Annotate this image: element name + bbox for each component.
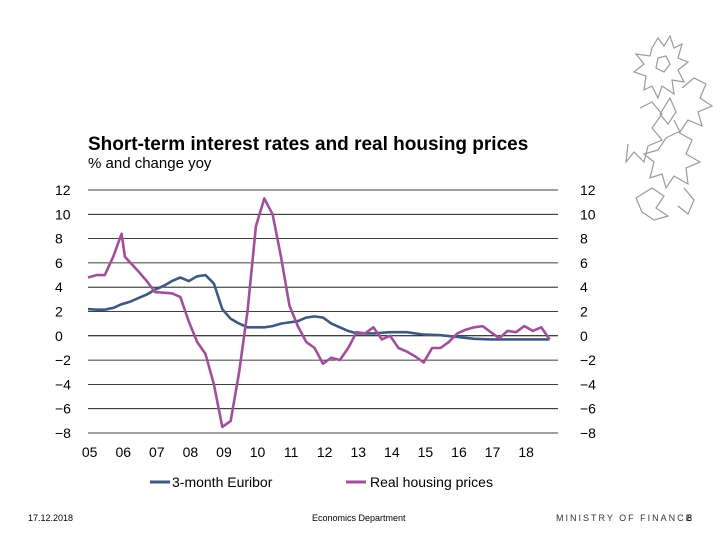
x-tick-label: 09 [216, 444, 232, 460]
lion-emblem-icon [625, 34, 714, 221]
x-tick-label: 08 [183, 444, 199, 460]
y-tick-label-right: 2 [580, 304, 588, 320]
x-tick-label: 05 [82, 444, 98, 460]
y-tick-label-left: −2 [55, 352, 71, 368]
x-tick-label: 14 [384, 444, 400, 460]
y-tick-label-left: −6 [55, 401, 71, 417]
footer-date: 17.12.2018 [28, 513, 74, 523]
y-tick-label-right: 6 [580, 255, 588, 271]
chart-title: Short-term interest rates and real housi… [88, 134, 529, 155]
y-tick-label-right: −2 [580, 352, 596, 368]
x-tick-label: 06 [115, 444, 131, 460]
y-tick-label-left: 8 [55, 231, 63, 247]
y-tick-label-right: 12 [580, 182, 596, 198]
page-number: 8 [687, 513, 693, 523]
x-tick-label: 11 [284, 444, 299, 460]
y-tick-label-left: 0 [55, 328, 63, 344]
chart-subtitle: % and change yoy [88, 155, 212, 172]
series-line-euribor [87, 273, 550, 341]
x-tick-label: 12 [317, 444, 333, 460]
legend-label: 3-month Euribor [172, 474, 273, 490]
y-tick-label-left: 10 [55, 206, 71, 222]
legend-label: Real housing prices [370, 474, 493, 490]
y-tick-label-right: −6 [580, 401, 596, 417]
x-tick-label: 13 [350, 444, 366, 460]
y-tick-label-left: 6 [55, 255, 63, 271]
y-tick-label-left: −4 [55, 376, 71, 392]
y-tick-label-right: −8 [580, 425, 596, 441]
y-tick-label-left: 4 [55, 279, 63, 295]
y-tick-label-right: 10 [580, 206, 596, 222]
y-tick-label-left: 2 [55, 304, 63, 320]
x-tick-label: 10 [250, 444, 266, 460]
y-tick-label-right: −4 [580, 376, 596, 392]
x-tick-label: 17 [485, 444, 501, 460]
footer-department: Economics Department [312, 513, 406, 523]
y-tick-label-right: 0 [580, 328, 588, 344]
x-tick-label: 15 [418, 444, 434, 460]
y-tick-label-left: 12 [55, 182, 71, 198]
x-tick-label: 16 [451, 444, 467, 460]
x-tick-label: 18 [518, 444, 534, 460]
y-tick-label-left: −8 [55, 425, 71, 441]
x-tick-label: 07 [149, 444, 165, 460]
footer-brand: MINISTRY OF FINANCE [556, 513, 694, 523]
series-line-housing-prices [87, 197, 551, 429]
y-tick-label-right: 4 [580, 279, 588, 295]
y-tick-label-right: 8 [580, 231, 588, 247]
